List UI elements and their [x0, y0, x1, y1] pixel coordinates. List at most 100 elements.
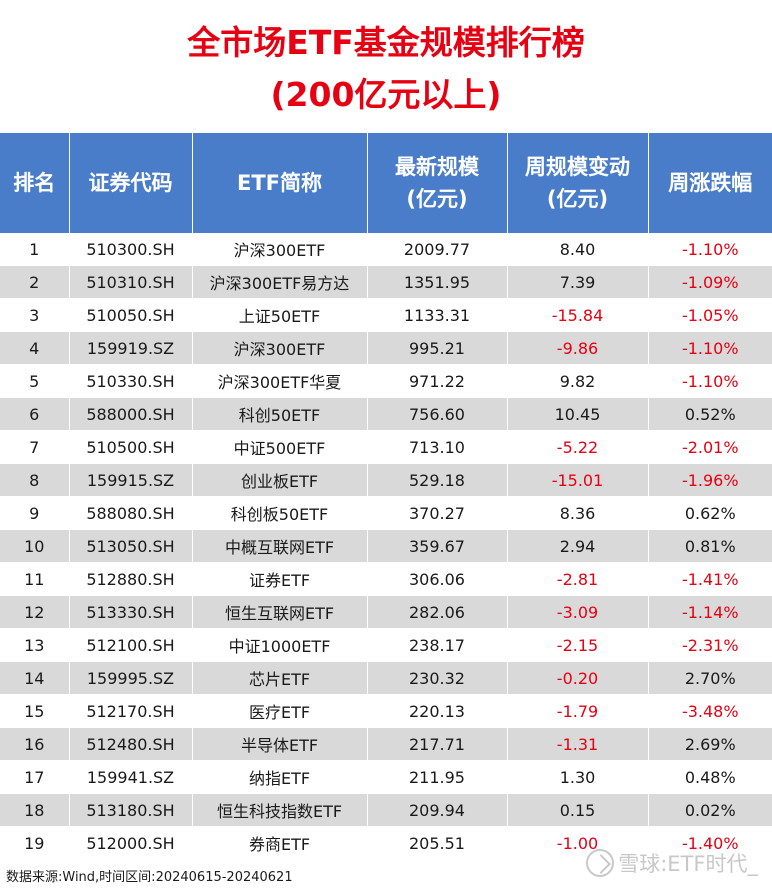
cell-pct: 0.81% [648, 529, 772, 563]
cell-scale: 205.51 [367, 826, 508, 860]
cell-scale: 756.60 [367, 397, 508, 431]
cell-pct: -1.41% [648, 562, 772, 596]
watermark: 雪球:ETF时代_ [586, 848, 758, 878]
header-scale-line2: (亿元) [406, 187, 468, 211]
cell-scale: 971.22 [367, 364, 508, 398]
cell-name: 券商ETF [192, 826, 368, 860]
cell-code: 513050.SH [69, 529, 193, 563]
cell-pct: 0.62% [648, 496, 772, 530]
cell-change: 1.30 [507, 760, 649, 794]
table-row: 19 512000.SH 券商ETF 205.51 -1.00 -1.40% [0, 826, 772, 860]
cell-scale: 2009.77 [367, 233, 508, 266]
cell-pct: -2.31% [648, 628, 772, 662]
cell-change: 10.45 [507, 397, 649, 431]
cell-code: 159915.SZ [69, 463, 193, 497]
table-row: 12 513330.SH 恒生互联网ETF 282.06 -3.09 -1.14% [0, 595, 772, 629]
cell-code: 510300.SH [69, 233, 193, 266]
cell-code: 510050.SH [69, 298, 193, 332]
cell-scale: 1351.95 [367, 265, 508, 299]
cell-code: 510500.SH [69, 430, 193, 464]
cell-code: 588080.SH [69, 496, 193, 530]
cell-change: -5.22 [507, 430, 649, 464]
table-row: 17 159941.SZ 纳指ETF 211.95 1.30 0.48% [0, 760, 772, 794]
cell-name: 中证1000ETF [192, 628, 368, 662]
page-title: 全市场ETF基金规模排行榜 [187, 23, 585, 62]
cell-name: 沪深300ETF [192, 331, 368, 365]
table-row: 1 510300.SH 沪深300ETF 2009.77 8.40 -1.10% [0, 233, 772, 266]
cell-name: 恒生互联网ETF [192, 595, 368, 629]
cell-change: -1.00 [507, 826, 649, 860]
cell-name: 科创板50ETF [192, 496, 368, 530]
cell-change: -9.86 [507, 331, 649, 365]
cell-rank: 18 [0, 793, 70, 827]
cell-scale: 209.94 [367, 793, 508, 827]
cell-rank: 3 [0, 298, 70, 332]
cell-change: 7.39 [507, 265, 649, 299]
table-row: 15 512170.SH 医疗ETF 220.13 -1.79 -3.48% [0, 694, 772, 728]
header-name: ETF简称 [192, 133, 368, 233]
cell-change: -15.84 [507, 298, 649, 332]
cell-change: -1.31 [507, 727, 649, 761]
page-subtitle: (200亿元以上) [270, 75, 502, 114]
cell-scale: 529.18 [367, 463, 508, 497]
table-row: 4 159919.SZ 沪深300ETF 995.21 -9.86 -1.10% [0, 331, 772, 365]
table-row: 16 512480.SH 半导体ETF 217.71 -1.31 2.69% [0, 727, 772, 761]
table-row: 2 510310.SH 沪深300ETF易方达 1351.95 7.39 -1.09% [0, 265, 772, 299]
cell-change: 0.15 [507, 793, 649, 827]
cell-change: -2.81 [507, 562, 649, 596]
cell-rank: 4 [0, 331, 70, 365]
cell-code: 512170.SH [69, 694, 193, 728]
cell-scale: 1133.31 [367, 298, 508, 332]
header-code: 证券代码 [69, 133, 193, 233]
snowball-logo-icon [586, 849, 615, 877]
cell-pct: -3.48% [648, 694, 772, 728]
cell-rank: 12 [0, 595, 70, 629]
cell-change: 2.94 [507, 529, 649, 563]
cell-rank: 16 [0, 727, 70, 761]
cell-pct: -1.09% [648, 265, 772, 299]
cell-name: 中概互联网ETF [192, 529, 368, 563]
cell-change: 8.40 [507, 233, 649, 266]
cell-name: 芯片ETF [192, 661, 368, 695]
table-row: 18 513180.SH 恒生科技指数ETF 209.94 0.15 0.02% [0, 793, 772, 827]
table-row: 7 510500.SH 中证500ETF 713.10 -5.22 -2.01% [0, 430, 772, 464]
cell-pct: -1.40% [648, 826, 772, 860]
cell-rank: 13 [0, 628, 70, 662]
cell-name: 创业板ETF [192, 463, 368, 497]
cell-code: 588000.SH [69, 397, 193, 431]
cell-rank: 9 [0, 496, 70, 530]
cell-change: 8.36 [507, 496, 649, 530]
cell-scale: 211.95 [367, 760, 508, 794]
cell-rank: 19 [0, 826, 70, 860]
cell-pct: -1.10% [648, 233, 772, 266]
cell-rank: 15 [0, 694, 70, 728]
cell-rank: 11 [0, 562, 70, 596]
cell-pct: -1.05% [648, 298, 772, 332]
cell-code: 159995.SZ [69, 661, 193, 695]
cell-code: 159941.SZ [69, 760, 193, 794]
cell-pct: 0.48% [648, 760, 772, 794]
cell-pct: -1.10% [648, 331, 772, 365]
cell-code: 513330.SH [69, 595, 193, 629]
cell-code: 512100.SH [69, 628, 193, 662]
cell-name: 沪深300ETF华夏 [192, 364, 368, 398]
cell-code: 513180.SH [69, 793, 193, 827]
cell-name: 沪深300ETF易方达 [192, 265, 368, 299]
cell-rank: 5 [0, 364, 70, 398]
cell-pct: 0.52% [648, 397, 772, 431]
cell-pct: -1.96% [648, 463, 772, 497]
cell-rank: 1 [0, 233, 70, 266]
cell-rank: 7 [0, 430, 70, 464]
table-header-row: 排名 证券代码 ETF简称 最新规模 (亿元) 周规模变动 (亿元) 周涨跌幅 [0, 133, 772, 233]
cell-code: 512000.SH [69, 826, 193, 860]
cell-code: 512480.SH [69, 727, 193, 761]
table-row: 10 513050.SH 中概互联网ETF 359.67 2.94 0.81% [0, 529, 772, 563]
table-row: 9 588080.SH 科创板50ETF 370.27 8.36 0.62% [0, 496, 772, 530]
cell-pct: 2.70% [648, 661, 772, 695]
cell-name: 中证500ETF [192, 430, 368, 464]
cell-pct: 2.69% [648, 727, 772, 761]
cell-rank: 2 [0, 265, 70, 299]
cell-scale: 230.32 [367, 661, 508, 695]
cell-name: 恒生科技指数ETF [192, 793, 368, 827]
header-pct: 周涨跌幅 [648, 133, 772, 233]
